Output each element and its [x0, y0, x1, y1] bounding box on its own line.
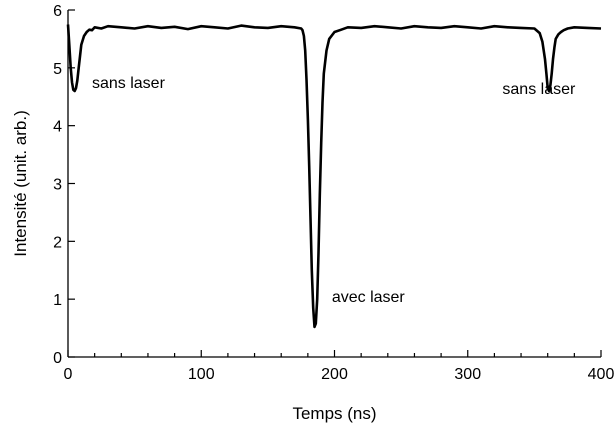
plot-area — [68, 25, 601, 327]
annotation-label: avec laser — [332, 289, 406, 306]
annotation-label: sans laser — [502, 81, 576, 98]
x-tick-label: 0 — [64, 366, 73, 383]
y-tick-label: 2 — [53, 234, 62, 251]
y-tick-label: 1 — [53, 292, 62, 309]
y-axis-title: Intensité (unit. arb.) — [11, 110, 30, 256]
x-tick-label: 200 — [321, 366, 348, 383]
y-ticks: 0 1 2 3 4 5 6 — [53, 3, 75, 367]
x-tick-label: 300 — [454, 366, 481, 383]
y-tick-label: 5 — [53, 61, 62, 78]
y-tick-label: 3 — [53, 177, 62, 194]
y-tick-label: 6 — [53, 3, 62, 20]
x-tick-label: 100 — [188, 366, 215, 383]
y-tick-label: 4 — [53, 119, 62, 136]
annotation-label: sans laser — [92, 75, 166, 92]
annotations: sans laser avec laser sans laser — [92, 75, 576, 306]
x-ticks: 0 100 200 300 400 — [64, 350, 615, 383]
x-tick-label: 400 — [588, 366, 615, 383]
intensity-line — [68, 25, 601, 327]
y-tick-label: 0 — [53, 350, 62, 367]
x-axis-title: Temps (ns) — [292, 404, 376, 423]
